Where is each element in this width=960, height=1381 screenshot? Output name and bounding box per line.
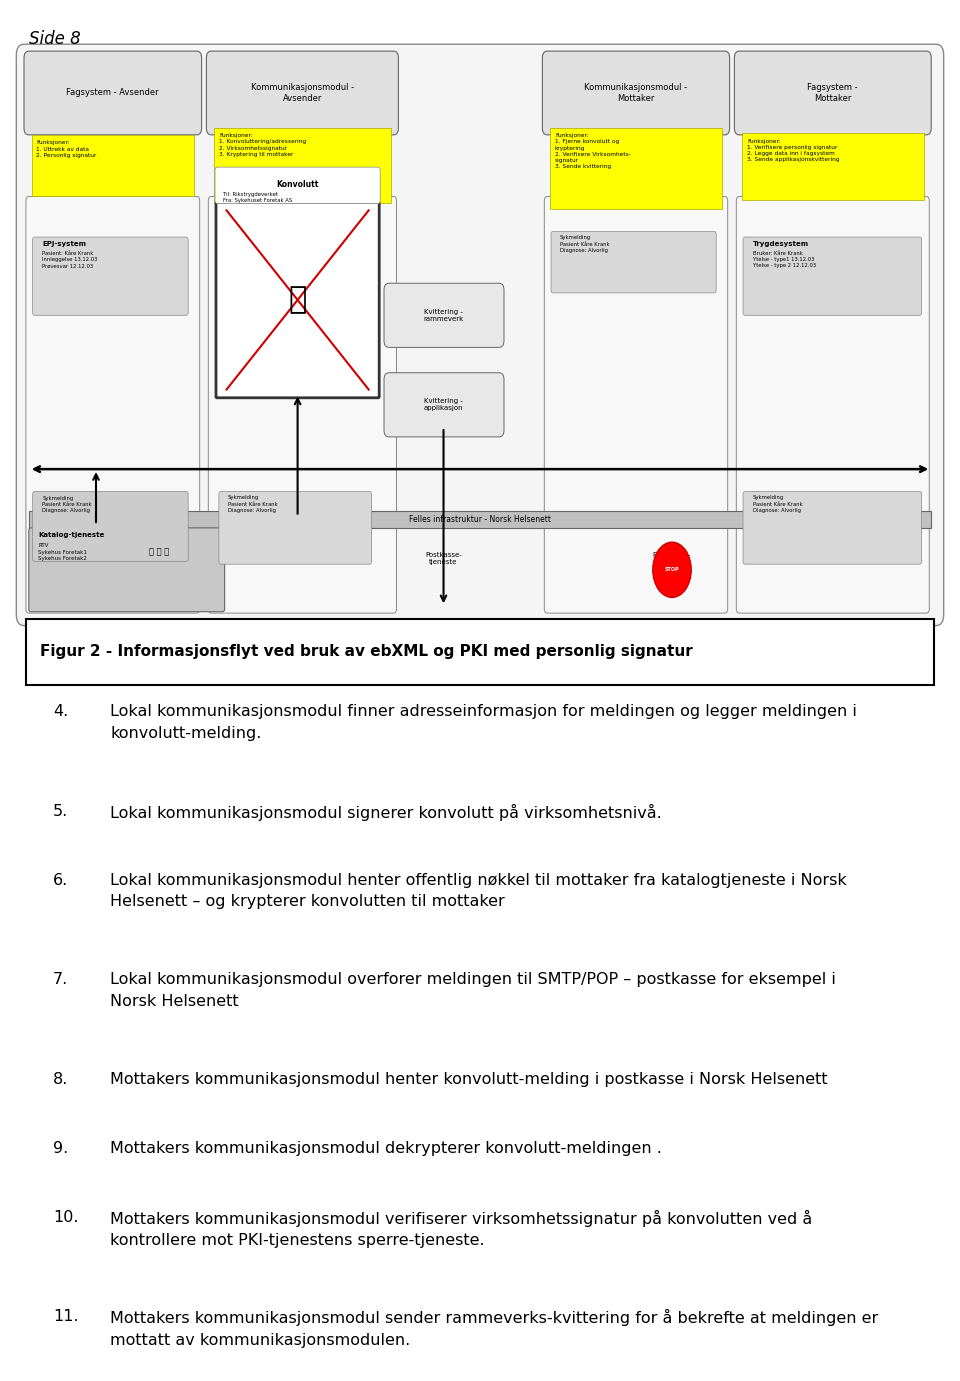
- FancyBboxPatch shape: [215, 167, 380, 203]
- FancyBboxPatch shape: [742, 134, 924, 200]
- Text: 10.: 10.: [53, 1210, 79, 1225]
- Text: Lokal kommunikasjonsmodul finner adresseinformasjon for meldingen og legger meld: Lokal kommunikasjonsmodul finner adresse…: [110, 704, 857, 742]
- FancyBboxPatch shape: [32, 135, 194, 196]
- Text: Konvolutt: Konvolutt: [276, 181, 319, 189]
- FancyBboxPatch shape: [551, 232, 716, 293]
- Text: Kvittering -
rammeverk: Kvittering - rammeverk: [423, 309, 464, 322]
- Text: Mottakers kommunikasjonsmodul sender rammeverks-kvittering for å bekrefte at mel: Mottakers kommunikasjonsmodul sender ram…: [110, 1309, 878, 1348]
- Text: STOP: STOP: [664, 568, 680, 572]
- Text: Sykmelding
Pasient Kåre Krank
Diagnose: Alvorlig: Sykmelding Pasient Kåre Krank Diagnose: …: [42, 496, 92, 514]
- FancyBboxPatch shape: [550, 127, 722, 209]
- FancyBboxPatch shape: [29, 528, 225, 612]
- FancyBboxPatch shape: [743, 238, 922, 315]
- FancyBboxPatch shape: [743, 492, 922, 565]
- FancyBboxPatch shape: [216, 202, 379, 398]
- Text: RTV
Sykehus Foretak1
Sykehus Foretak2: RTV Sykehus Foretak1 Sykehus Foretak2: [38, 543, 87, 561]
- FancyBboxPatch shape: [219, 492, 372, 565]
- Text: 5.: 5.: [53, 804, 68, 819]
- Text: Katalog-tjeneste: Katalog-tjeneste: [38, 532, 105, 537]
- Text: PKI sperre-
tjeneste: PKI sperre- tjeneste: [654, 552, 690, 565]
- Text: Funksjoner:
1. Fjerne konvolutt og
kryptering
2. Verifisere Virksomhets-
signatu: Funksjoner: 1. Fjerne konvolutt og krypt…: [555, 133, 631, 170]
- Text: Trygdesystem: Trygdesystem: [753, 240, 808, 247]
- Text: Lokal kommunikasjonsmodul signerer konvolutt på virksomhetsnivå.: Lokal kommunikasjonsmodul signerer konvo…: [110, 804, 662, 820]
- FancyBboxPatch shape: [24, 51, 202, 135]
- Text: Mottakers kommunikasjonsmodul henter konvolutt-melding i postkasse i Norsk Helse: Mottakers kommunikasjonsmodul henter kon…: [110, 1072, 828, 1087]
- FancyBboxPatch shape: [384, 373, 504, 436]
- Text: Kommunikasjonsmodul -
Mottaker: Kommunikasjonsmodul - Mottaker: [585, 83, 687, 102]
- Text: Funksjoner:
1. Uttrekk av data
2. Personlig signatur: Funksjoner: 1. Uttrekk av data 2. Person…: [36, 141, 97, 157]
- Text: Felles infrastruktur - Norsk Helsenett: Felles infrastruktur - Norsk Helsenett: [409, 515, 551, 523]
- Text: Fagsystem -
Mottaker: Fagsystem - Mottaker: [807, 83, 858, 102]
- FancyBboxPatch shape: [206, 51, 398, 135]
- Text: Pasient: Kåre Krank
Innleggelse 13.12.03
Prøvesvar 12.12.03: Pasient: Kåre Krank Innleggelse 13.12.03…: [42, 251, 98, 268]
- Text: Figur 2 - Informasjonsflyt ved bruk av ebXML og PKI med personlig signatur: Figur 2 - Informasjonsflyt ved bruk av e…: [40, 645, 693, 659]
- Text: Sykmelding
Pasient Kåre Krank
Diagnose: Alvorlig: Sykmelding Pasient Kåre Krank Diagnose: …: [753, 496, 803, 512]
- FancyBboxPatch shape: [384, 283, 504, 348]
- FancyBboxPatch shape: [26, 196, 200, 613]
- FancyBboxPatch shape: [208, 196, 396, 613]
- Text: 4.: 4.: [53, 704, 68, 720]
- Text: 11.: 11.: [53, 1309, 79, 1324]
- Text: 8.: 8.: [53, 1072, 68, 1087]
- Text: Postkasse-
tjeneste: Postkasse- tjeneste: [425, 552, 462, 565]
- Text: Funksjoner:
1. Verifisere personlig signatur
2. Legge data inn i fagsystem
3. Se: Funksjoner: 1. Verifisere personlig sign…: [747, 139, 839, 163]
- Text: Bruker: Kåre Krank
Ytelse - type1 13.12.03
Ytelse - type 2 12.12.03: Bruker: Kåre Krank Ytelse - type1 13.12.…: [753, 251, 816, 268]
- FancyBboxPatch shape: [26, 619, 934, 685]
- Text: Mottakers kommunikasjonsmodul dekrypterer konvolutt-meldingen .: Mottakers kommunikasjonsmodul dekryptere…: [110, 1141, 662, 1156]
- Text: Mottakers kommunikasjonsmodul verifiserer virksomhetssignatur på konvolutten ved: Mottakers kommunikasjonsmodul verifisere…: [110, 1210, 813, 1248]
- Text: 9.: 9.: [53, 1141, 68, 1156]
- FancyBboxPatch shape: [16, 44, 944, 626]
- FancyBboxPatch shape: [736, 196, 929, 613]
- Text: Lokal kommunikasjonsmodul henter offentlig nøkkel til mottaker fra katalogtjenes: Lokal kommunikasjonsmodul henter offentl…: [110, 873, 847, 910]
- Text: 7.: 7.: [53, 972, 68, 987]
- Text: 6.: 6.: [53, 873, 68, 888]
- Text: Side 8: Side 8: [29, 30, 81, 48]
- Text: Fagsystem - Avsender: Fagsystem - Avsender: [66, 88, 159, 98]
- Text: EPJ-system: EPJ-system: [42, 242, 86, 247]
- Text: Sykmelding
Pasient Kåre Krank
Diagnose: Alvorlig: Sykmelding Pasient Kåre Krank Diagnose: …: [228, 496, 277, 512]
- Bar: [29, 511, 931, 528]
- FancyBboxPatch shape: [544, 196, 728, 613]
- Text: Til: Rikstrygdeverket
Fra: Sykehuset Foretak AS: Til: Rikstrygdeverket Fra: Sykehuset For…: [223, 192, 292, 203]
- Text: 🔒: 🔒: [288, 284, 307, 313]
- FancyBboxPatch shape: [734, 51, 931, 135]
- Text: 🔑 🔑 🔑: 🔑 🔑 🔑: [149, 547, 169, 557]
- Text: Funksjoner:
1. Konvoluttering/adressering
2. Virksomhetssignatur
3. Kryptering t: Funksjoner: 1. Konvoluttering/adresserin…: [219, 133, 306, 157]
- Text: Sykmelding
Pasient Kåre Krank
Diagnose: Alvorlig: Sykmelding Pasient Kåre Krank Diagnose: …: [560, 235, 610, 253]
- Text: Kommunikasjonsmodul -
Avsender: Kommunikasjonsmodul - Avsender: [251, 83, 354, 102]
- Text: Lokal kommunikasjonsmodul overforer meldingen til SMTP/POP – postkasse for eksem: Lokal kommunikasjonsmodul overforer meld…: [110, 972, 836, 1010]
- FancyBboxPatch shape: [33, 238, 188, 315]
- Circle shape: [653, 543, 691, 598]
- FancyBboxPatch shape: [214, 127, 391, 203]
- FancyBboxPatch shape: [33, 492, 188, 561]
- FancyBboxPatch shape: [542, 51, 730, 135]
- Text: Kvittering -
applikasjon: Kvittering - applikasjon: [423, 398, 464, 412]
